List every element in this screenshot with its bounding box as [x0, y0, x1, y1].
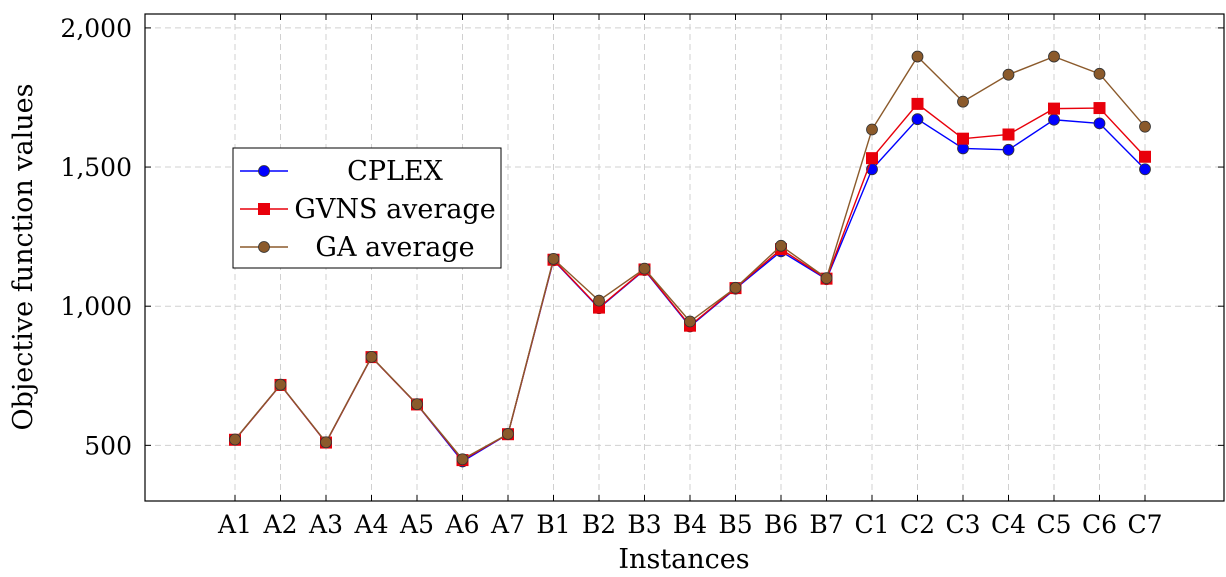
data-point [820, 272, 833, 284]
x-tick-label: C7 [1127, 510, 1162, 539]
x-tick-label: C5 [1036, 510, 1071, 539]
x-tick-label: A3 [308, 510, 343, 539]
x-tick-label: A5 [399, 510, 434, 539]
data-point [957, 95, 969, 108]
axis-ticks: A1 A2 A3 A4 A5 A6 A7 B1 B2 B3 B4 B5 B6 B7 C1 C2 C3 C4 C5 C6… [60, 14, 1224, 539]
x-tick-label: A7 [490, 510, 525, 539]
data-point [729, 281, 742, 294]
x-tick-label: A6 [445, 510, 480, 539]
data-point [684, 315, 696, 328]
data-point [1093, 117, 1106, 130]
data-point [1139, 150, 1151, 163]
data-point [274, 378, 287, 391]
data-point [638, 262, 651, 275]
data-point [365, 350, 378, 363]
data-point [1048, 113, 1060, 126]
data-point [1139, 120, 1151, 133]
x-tick-label: A1 [217, 510, 252, 539]
data-point [957, 132, 969, 145]
x-tick-label: C6 [1082, 510, 1117, 539]
x-tick-label: C4 [991, 510, 1026, 539]
data-point [1002, 128, 1015, 141]
data-point [593, 294, 605, 307]
data-point [229, 433, 241, 446]
legend-marker [258, 241, 270, 253]
data-point [866, 152, 878, 165]
data-point [1002, 68, 1015, 81]
y-axis-title: Objective function values [8, 83, 39, 430]
x-tick-label: A2 [263, 510, 298, 539]
data-point [1002, 143, 1015, 156]
series-group [229, 50, 1151, 468]
x-tick-label: C3 [945, 510, 980, 539]
x-axis-title: Instances [618, 544, 749, 575]
data-point [866, 123, 878, 136]
grid-lines [145, 14, 1224, 501]
data-point [911, 113, 924, 126]
plot-area [144, 13, 1225, 502]
x-tick-label: B6 [764, 510, 798, 539]
legend-label: GVNS average [294, 194, 495, 225]
legend-label: GA average [315, 232, 474, 263]
x-tick-label: B2 [582, 510, 616, 539]
x-tick-label: C2 [900, 510, 935, 539]
data-point [911, 50, 924, 63]
legend-marker [258, 165, 270, 177]
data-point [1093, 102, 1106, 115]
x-tick-label: B5 [718, 510, 752, 539]
x-tick-label: C1 [854, 510, 889, 539]
legend-marker [258, 203, 270, 215]
data-point [456, 453, 469, 466]
y-tick-label: 500 [84, 431, 132, 460]
y-tick-label: 1,000 [60, 292, 132, 321]
data-point [1048, 50, 1060, 63]
data-point [1139, 163, 1151, 176]
data-point [320, 436, 332, 449]
series-ga-average [229, 50, 1151, 466]
x-tick-label: B4 [673, 510, 707, 539]
legend: CPLEX GVNS average GA average [232, 147, 502, 269]
x-tick-label: A4 [354, 510, 389, 539]
data-point [775, 239, 787, 252]
data-point [1093, 67, 1106, 80]
x-tick-label: B7 [809, 510, 843, 539]
data-point [911, 97, 924, 110]
legend-box [232, 147, 502, 269]
data-point [1048, 102, 1060, 115]
x-tick-label: B1 [536, 510, 570, 539]
x-tick-label: B3 [627, 510, 661, 539]
y-tick-label: 2,000 [60, 14, 132, 43]
y-tick-label: 1,500 [60, 153, 132, 182]
data-point [502, 428, 514, 440]
data-point [547, 252, 560, 265]
legend-label: CPLEX [347, 156, 443, 187]
data-point [411, 398, 423, 411]
